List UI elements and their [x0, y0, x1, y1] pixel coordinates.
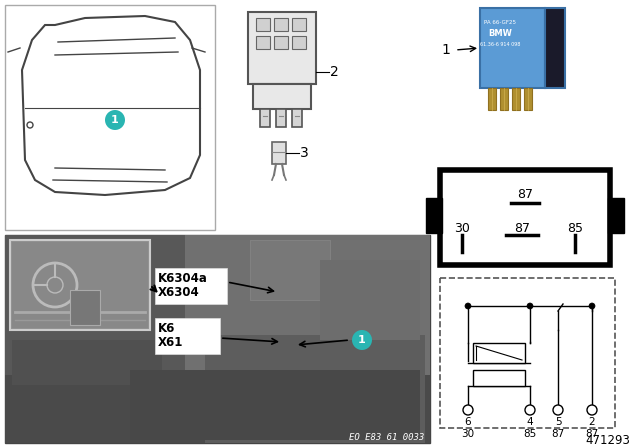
- Bar: [608, 198, 624, 233]
- Bar: [440, 170, 610, 265]
- Text: 2: 2: [589, 417, 595, 427]
- Bar: [12, 295, 92, 325]
- Bar: [5, 375, 430, 443]
- Text: 1: 1: [441, 43, 450, 57]
- Bar: [320, 260, 420, 340]
- Bar: [274, 36, 288, 49]
- Bar: [292, 18, 306, 31]
- Bar: [480, 8, 545, 88]
- Bar: [155, 268, 227, 304]
- Bar: [253, 84, 311, 109]
- Circle shape: [525, 405, 535, 415]
- Text: 5: 5: [555, 417, 561, 427]
- Bar: [12, 340, 162, 385]
- Text: 61.36-6 914 098: 61.36-6 914 098: [480, 42, 520, 47]
- Text: 30: 30: [461, 429, 475, 439]
- Bar: [512, 88, 520, 110]
- Text: 87: 87: [517, 189, 533, 202]
- Bar: [205, 335, 425, 443]
- Text: PA 66-GF25: PA 66-GF25: [484, 20, 516, 25]
- Bar: [260, 109, 270, 127]
- Bar: [10, 240, 150, 330]
- Bar: [272, 142, 286, 164]
- Bar: [250, 240, 330, 300]
- Text: 85: 85: [524, 429, 536, 439]
- Polygon shape: [22, 16, 200, 195]
- Circle shape: [352, 330, 372, 350]
- Bar: [276, 109, 286, 127]
- Text: BMW: BMW: [488, 29, 512, 38]
- Text: EO E83 61 0033: EO E83 61 0033: [349, 432, 424, 441]
- Circle shape: [587, 405, 597, 415]
- Bar: [488, 88, 496, 110]
- Bar: [12, 242, 148, 328]
- Text: 2: 2: [330, 65, 339, 79]
- Bar: [155, 318, 220, 354]
- Bar: [274, 18, 288, 31]
- Bar: [185, 235, 430, 375]
- Bar: [130, 370, 420, 440]
- Circle shape: [465, 303, 471, 309]
- Bar: [524, 88, 532, 110]
- Bar: [70, 290, 100, 325]
- Text: 6: 6: [465, 417, 471, 427]
- Bar: [426, 198, 442, 233]
- Bar: [292, 36, 306, 49]
- Text: 1: 1: [358, 335, 366, 345]
- Bar: [473, 370, 525, 386]
- Text: X6304: X6304: [158, 285, 200, 298]
- Text: 30: 30: [454, 221, 470, 234]
- Bar: [5, 235, 185, 443]
- Bar: [473, 343, 525, 363]
- Circle shape: [553, 405, 563, 415]
- Bar: [440, 278, 615, 428]
- Bar: [5, 235, 430, 443]
- Bar: [248, 12, 316, 84]
- Circle shape: [27, 122, 33, 128]
- Text: 471293: 471293: [585, 434, 630, 447]
- Text: 87: 87: [514, 221, 530, 234]
- Text: X61: X61: [158, 336, 184, 349]
- Text: 87: 87: [552, 429, 564, 439]
- Text: 3: 3: [300, 146, 308, 160]
- Circle shape: [463, 405, 473, 415]
- Circle shape: [105, 110, 125, 130]
- Bar: [545, 8, 565, 88]
- Bar: [292, 109, 302, 127]
- Text: 87: 87: [586, 429, 598, 439]
- Bar: [256, 18, 270, 31]
- Bar: [5, 5, 215, 230]
- Text: K6: K6: [158, 322, 175, 335]
- Bar: [500, 88, 508, 110]
- Circle shape: [527, 303, 533, 309]
- Text: 1: 1: [111, 115, 119, 125]
- Text: K6304a: K6304a: [158, 271, 208, 284]
- Circle shape: [589, 303, 595, 309]
- Text: 4: 4: [527, 417, 533, 427]
- Bar: [256, 36, 270, 49]
- Text: 85: 85: [567, 221, 583, 234]
